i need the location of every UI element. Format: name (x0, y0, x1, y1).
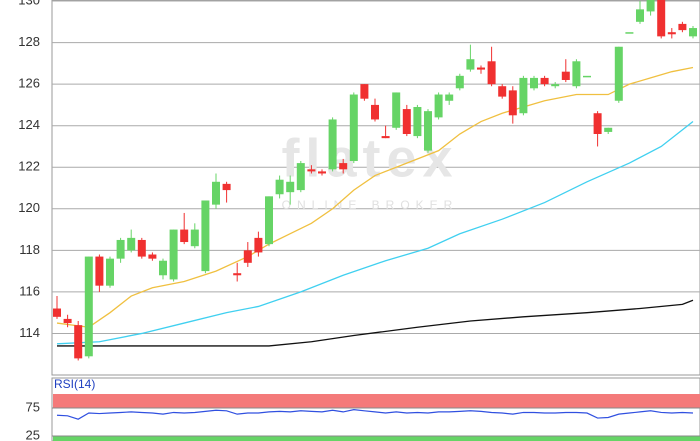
candle-body (540, 77, 549, 85)
moving-average (56, 66, 694, 328)
candle-body (530, 77, 538, 89)
candle-body (381, 136, 390, 139)
candle-body (572, 61, 581, 87)
candle-body (360, 84, 369, 99)
candle-body (583, 75, 591, 78)
y-tick-label: 128 (18, 34, 40, 49)
zone (53, 435, 700, 441)
candle-body (137, 239, 146, 257)
moving-average (57, 299, 694, 347)
candle-body (551, 84, 560, 87)
y-tick-label: 116 (19, 283, 40, 298)
y-tick-label: 114 (19, 325, 40, 340)
candle-body (106, 258, 114, 286)
candle-body (254, 237, 263, 253)
y-tick-label: 126 (18, 76, 40, 91)
panel-area (51, 377, 700, 441)
candle-body (455, 75, 464, 89)
candle-body (328, 119, 337, 170)
y-tick-label: 124 (18, 117, 40, 132)
candle-body (678, 23, 687, 31)
candle-body (519, 77, 528, 114)
candle-body (307, 169, 316, 172)
panel-title: RSI(14) (54, 377, 95, 391)
candle-body (318, 171, 326, 174)
candle-body (349, 94, 358, 162)
candle-body (74, 325, 83, 359)
candle-body (689, 28, 697, 37)
candle-body (614, 46, 623, 101)
candle-body (466, 59, 475, 70)
candle-body (424, 111, 432, 151)
candle-body (180, 229, 189, 243)
candle-body (413, 106, 422, 137)
candle-body (127, 237, 136, 251)
y-tick-label: 120 (18, 200, 40, 215)
candle-body (625, 32, 634, 34)
candle-body (84, 256, 93, 357)
candle-body (434, 94, 443, 118)
zone (53, 394, 700, 408)
candle-body (646, 0, 655, 12)
candle-body (286, 181, 295, 193)
candle-body (212, 181, 220, 205)
candle-body (233, 273, 242, 276)
candle-body (402, 109, 411, 135)
candle-body (201, 200, 210, 272)
candle-body (243, 250, 252, 263)
y-tick-label: 25 (26, 427, 40, 441)
candle-body (498, 86, 507, 97)
candle-body (169, 229, 178, 280)
rsi-line (56, 409, 694, 420)
candle-body (636, 9, 644, 22)
candle-body (371, 104, 379, 120)
candle-body (222, 183, 231, 191)
y-tick-label: 75 (26, 399, 40, 414)
candle-body (445, 94, 454, 101)
candle-body (275, 179, 284, 195)
candle-body (53, 308, 61, 317)
candle-body (487, 61, 496, 85)
y-tick-label: 122 (18, 159, 40, 174)
y-tick-label: 130 (18, 0, 40, 7)
candle-body (657, 0, 666, 37)
candle-body (392, 92, 401, 128)
candle-body (190, 229, 199, 247)
candle-body (63, 318, 72, 324)
y-tick-label: 118 (19, 242, 40, 257)
watermark: ONLINE BROKER (282, 198, 459, 212)
candle-body (148, 254, 157, 259)
candle-body (593, 113, 602, 135)
candle-body (159, 260, 167, 276)
candle-body (339, 163, 348, 170)
candle-body (265, 196, 273, 245)
candle-body (477, 67, 485, 70)
candle-body (561, 71, 570, 80)
candle-body (95, 256, 104, 286)
candle-body (508, 90, 517, 116)
candle-body (116, 239, 125, 259)
candle-body (296, 163, 305, 191)
candle-body (667, 32, 676, 35)
moving-average (56, 121, 694, 345)
candle-body (604, 127, 613, 132)
